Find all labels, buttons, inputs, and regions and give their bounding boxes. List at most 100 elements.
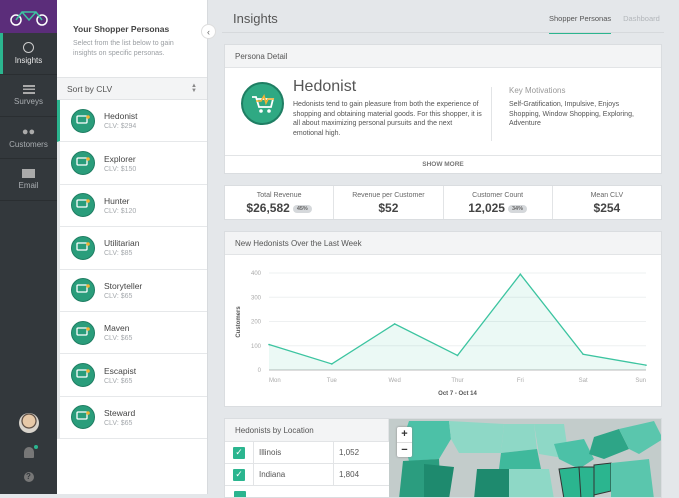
data-point: [645, 364, 647, 366]
persona-panel: Your Shopper Personas Select from the li…: [57, 0, 208, 494]
chart-title: New Hedonists Over the Last Week: [225, 232, 661, 255]
location-map[interactable]: [389, 419, 662, 498]
persona-item[interactable]: Escapist CLV: $65: [57, 354, 207, 396]
x-tick-label: Mon: [269, 378, 281, 384]
y-tick-label: 200: [251, 320, 262, 326]
nav-email[interactable]: Email: [0, 159, 57, 201]
tandem-bike-logo[interactable]: [0, 0, 57, 33]
y-tick-label: 300: [251, 295, 262, 301]
x-tick-label: Tue: [327, 378, 338, 384]
stat-value: $26,582: [246, 201, 289, 215]
persona-clv: CLV: $65: [104, 420, 135, 427]
x-tick-label: Wed: [389, 378, 401, 384]
tab-shopper-personas[interactable]: Shopper Personas: [549, 14, 611, 34]
persona-clv: CLV: $65: [104, 378, 136, 385]
show-more-button[interactable]: SHOW MORE: [225, 155, 661, 173]
persona-item[interactable]: Hedonist CLV: $294: [57, 100, 207, 142]
persona-icon: [71, 193, 95, 217]
zoom-out-button[interactable]: −: [397, 443, 412, 458]
persona-name: Explorer: [104, 154, 136, 164]
persona-description: Hedonists tend to gain pleasure from bot…: [293, 100, 483, 139]
stat-badge: 34%: [508, 205, 527, 213]
bell-icon[interactable]: [24, 447, 34, 458]
x-tick-label: Sat: [579, 378, 588, 384]
motivations-text: Self-Gratification, Impulsive, Enjoys Sh…: [509, 100, 649, 129]
persona-name: Storyteller: [104, 281, 142, 291]
stat-item: Mean CLV $254: [553, 186, 661, 219]
row-checkbox[interactable]: [234, 491, 246, 498]
nav-label: Insights: [15, 56, 43, 65]
collapse-panel-button[interactable]: ‹: [201, 24, 216, 39]
y-tick-label: 400: [251, 271, 262, 277]
notification-dot: [34, 445, 38, 449]
y-tick-label: 100: [251, 344, 262, 350]
tab-dashboard[interactable]: Dashboard: [623, 14, 660, 34]
stat-badge: 45%: [293, 205, 312, 213]
header-divider: [222, 32, 664, 33]
data-point: [268, 344, 270, 346]
row-checkbox[interactable]: ✓: [233, 447, 245, 459]
nav-insights[interactable]: Insights: [0, 33, 57, 75]
persona-item[interactable]: Storyteller CLV: $65: [57, 270, 207, 312]
x-tick-label: Thur: [451, 378, 463, 384]
nav-label: Customers: [9, 140, 48, 149]
persona-item[interactable]: Steward CLV: $65: [57, 397, 207, 439]
row-checkbox[interactable]: ✓: [233, 469, 245, 481]
y-axis-label: Customers: [236, 306, 242, 338]
zoom-in-button[interactable]: +: [397, 427, 412, 443]
nav-label: Email: [18, 181, 38, 190]
data-point: [457, 355, 459, 357]
help-icon[interactable]: ?: [24, 472, 34, 482]
state-name: Indiana: [254, 464, 334, 485]
sort-select[interactable]: Sort by CLV ▲▼: [57, 77, 207, 100]
data-point: [394, 323, 396, 325]
page-title: Insights: [233, 11, 278, 26]
location-title: Hedonists by Location: [225, 419, 389, 442]
nav-customers[interactable]: ●● Customers: [0, 117, 57, 159]
persona-clv: CLV: $65: [104, 293, 142, 300]
shopping-cart-icon: [241, 82, 284, 125]
persona-name: Hedonist: [293, 78, 356, 96]
stat-value: $254: [594, 201, 621, 215]
persona-name: Escapist: [104, 366, 136, 376]
stat-label: Mean CLV: [553, 192, 661, 199]
sort-label: Sort by CLV: [67, 84, 112, 94]
stat-label: Revenue per Customer: [334, 192, 442, 199]
persona-icon: [71, 321, 95, 345]
persona-icon: [71, 151, 95, 175]
persona-clv: CLV: $294: [104, 123, 138, 130]
user-avatar[interactable]: [19, 413, 39, 433]
state-count: 1,052: [334, 448, 359, 457]
state-count: 1,804: [334, 470, 359, 479]
nav-surveys[interactable]: Surveys: [0, 75, 57, 117]
divider: [491, 87, 492, 141]
y-tick-label: 0: [258, 368, 262, 374]
persona-name: Hedonist: [104, 111, 138, 121]
x-axis-label: Oct 7 - Oct 14: [438, 391, 477, 397]
motivations-label: Key Motivations: [509, 86, 565, 95]
persona-clv: CLV: $120: [104, 208, 136, 215]
envelope-icon: [22, 169, 35, 178]
list-icon: [23, 85, 35, 94]
stat-value: 12,025: [468, 201, 505, 215]
nav-label: Surveys: [14, 97, 43, 106]
persona-list: Hedonist CLV: $294 Explorer CLV: $150 Hunter…: [57, 100, 207, 439]
persona-icon: [71, 278, 95, 302]
x-tick-label: Fri: [517, 378, 524, 384]
persona-icon: [71, 236, 95, 260]
stat-label: Customer Count: [444, 192, 552, 199]
sort-arrows-icon: ▲▼: [191, 84, 197, 94]
persona-clv: CLV: $150: [104, 166, 136, 173]
persona-item[interactable]: Explorer CLV: $150: [57, 142, 207, 184]
data-point: [331, 363, 333, 365]
table-row: [225, 486, 389, 498]
persona-name: Steward: [104, 408, 135, 418]
series-line: [269, 274, 646, 365]
